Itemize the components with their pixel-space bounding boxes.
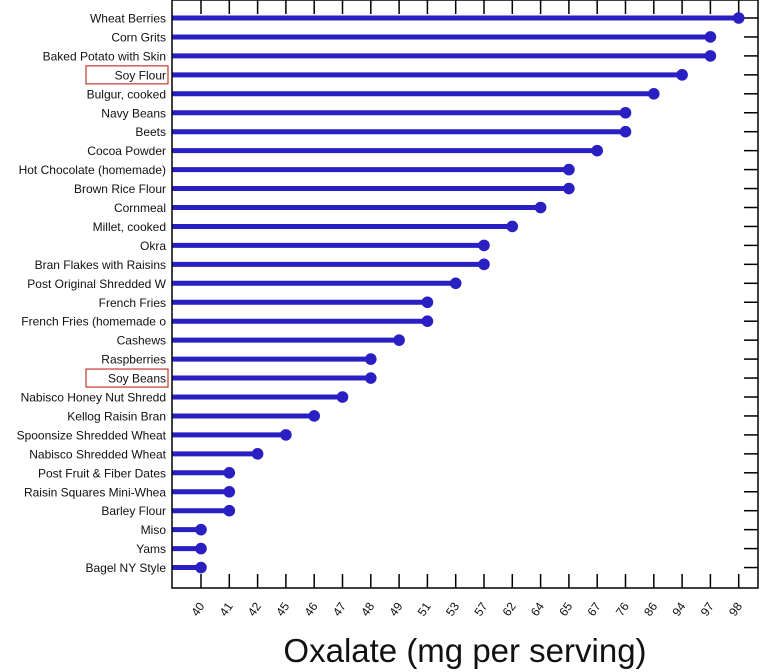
left-axis-ticks [172, 17, 180, 569]
x-tick-label-40: 40 [188, 599, 207, 618]
category-label-beets: Beets [135, 125, 166, 139]
dot-bagel-ny-style [195, 561, 207, 574]
dot-brown-rice-flour [563, 182, 575, 195]
category-label-bran-flakes-with-raisins: Bran Flakes with Raisins [35, 258, 166, 272]
category-label-yams: Yams [136, 542, 166, 556]
dot-raisin-squares-mini-whea [223, 485, 236, 498]
category-label-cashews: Cashews [117, 334, 166, 348]
x-tick-label-49: 49 [386, 599, 405, 618]
x-tick-label-67: 67 [585, 599, 604, 618]
category-label-post-fruit-fiber-dates: Post Fruit & Fiber Dates [38, 466, 166, 480]
x-tick-label-76: 76 [613, 599, 632, 618]
x-tick-label-86: 86 [641, 599, 660, 618]
category-label-miso: Miso [141, 523, 167, 537]
dot-cocoa-powder [591, 144, 603, 157]
x-tick-labels: 40 41 42 45 46 47 48 49 51 53 57 62 64 65 67 76 86 94 97 98 [188, 599, 745, 618]
category-label-spoonsize-shredded-wheat: Spoonsize Shredded Wheat [17, 428, 167, 442]
highlight-box-soy-beans [85, 368, 169, 388]
category-label-nabisco-shredded-wheat: Nabisco Shredded Wheat [29, 447, 166, 461]
dot-yams [195, 542, 207, 555]
dot-soy-beans [365, 372, 377, 384]
dot-post-fruit-fiber-dates [223, 467, 236, 479]
x-tick-label-41: 41 [217, 599, 236, 618]
highlight-box-soy-flour [85, 65, 169, 85]
lollipop-stems [172, 15, 739, 571]
x-tick-label-57: 57 [471, 599, 490, 618]
category-label-corn-grits: Corn Grits [111, 30, 166, 44]
category-label-raspberries: Raspberries [101, 353, 166, 367]
x-tick-label-42: 42 [245, 599, 264, 618]
dot-soy-flour [676, 69, 688, 81]
dot-millet-cooked [506, 220, 519, 233]
x-tick-label-98: 98 [726, 599, 745, 618]
dot-wheat-berries [732, 12, 745, 24]
category-label-nabisco-honey-nut-shredd: Nabisco Honey Nut Shredd [21, 391, 166, 405]
category-label-french-fries: French Fries [99, 296, 166, 310]
x-tick-label-51: 51 [415, 599, 434, 618]
dot-beets [619, 125, 632, 138]
dot-french-fries-homemade-o [421, 315, 434, 328]
category-label-post-original-shredded-w: Post Original Shredded W [27, 277, 166, 291]
category-label-bagel-ny-style: Bagel NY Style [86, 561, 167, 575]
x-tick-label-65: 65 [556, 599, 575, 618]
highlight-boxes [85, 65, 169, 388]
top-axis-ticks [200, 0, 740, 14]
dot-post-original-shredded-w [449, 277, 462, 290]
x-tick-label-47: 47 [330, 599, 349, 618]
dot-corn-grits [704, 31, 717, 43]
dot-spoonsize-shredded-wheat [280, 429, 292, 441]
category-label-french-fries-homemade-o: French Fries (homemade o [21, 315, 166, 329]
category-label-soy-flour: Soy Flour [115, 68, 166, 82]
category-label-wheat-berries: Wheat Berries [90, 12, 166, 26]
dot-cornmeal [534, 201, 547, 214]
category-label-navy-beans: Navy Beans [101, 106, 166, 120]
x-tick-label-53: 53 [443, 599, 462, 618]
x-tick-label-94: 94 [669, 599, 688, 618]
dot-navy-beans [619, 106, 632, 119]
x-tick-label-62: 62 [500, 599, 519, 618]
dot-raspberries [365, 353, 377, 365]
category-label-raisin-squares-mini-whea: Raisin Squares Mini-Whea [24, 485, 166, 499]
category-label-baked-potato-with-skin: Baked Potato with Skin [43, 49, 166, 63]
category-label-millet-cooked: Millet, cooked [93, 220, 166, 234]
x-axis-label: Oxalate (mg per serving) [283, 632, 646, 669]
category-label-barley-flour: Barley Flour [101, 504, 166, 518]
right-axis-ticks [744, 17, 758, 569]
dot-kellog-raisin-bran [308, 410, 321, 422]
dot-french-fries [421, 296, 434, 309]
x-tick-label-48: 48 [358, 599, 377, 618]
dot-nabisco-honey-nut-shredd [336, 391, 349, 403]
category-label-kellog-raisin-bran: Kellog Raisin Bran [67, 409, 166, 423]
category-label-okra: Okra [140, 239, 166, 253]
dot-barley-flour [223, 504, 236, 517]
dot-bulgur-cooked [648, 88, 660, 100]
category-labels: Wheat Berries Corn Grits Baked Potato with… [17, 12, 167, 576]
category-label-cornmeal: Cornmeal [114, 201, 166, 215]
plot-frame [171, 0, 759, 589]
dot-baked-potato-with-skin [704, 50, 717, 62]
x-tick-label-64: 64 [528, 599, 547, 618]
category-label-brown-rice-flour: Brown Rice Flour [74, 182, 166, 196]
x-tick-label-46: 46 [302, 599, 321, 618]
dot-nabisco-shredded-wheat [251, 448, 264, 460]
lollipop-dots [195, 12, 745, 574]
dot-cashews [393, 334, 405, 346]
x-tick-label-45: 45 [273, 599, 292, 618]
dot-miso [195, 523, 207, 536]
category-label-bulgur-cooked: Bulgur, cooked [87, 87, 166, 101]
bottom-axis-ticks [200, 574, 740, 588]
dot-bran-flakes-with-raisins [478, 258, 490, 271]
dot-okra [478, 239, 490, 252]
category-label-cocoa-powder: Cocoa Powder [87, 144, 166, 158]
category-label-soy-beans: Soy Beans [108, 372, 166, 386]
dot-hot-chocolate-homemade [563, 163, 575, 176]
x-tick-label-97: 97 [698, 599, 717, 618]
category-label-hot-chocolate-homemade: Hot Chocolate (homemade) [19, 163, 166, 177]
